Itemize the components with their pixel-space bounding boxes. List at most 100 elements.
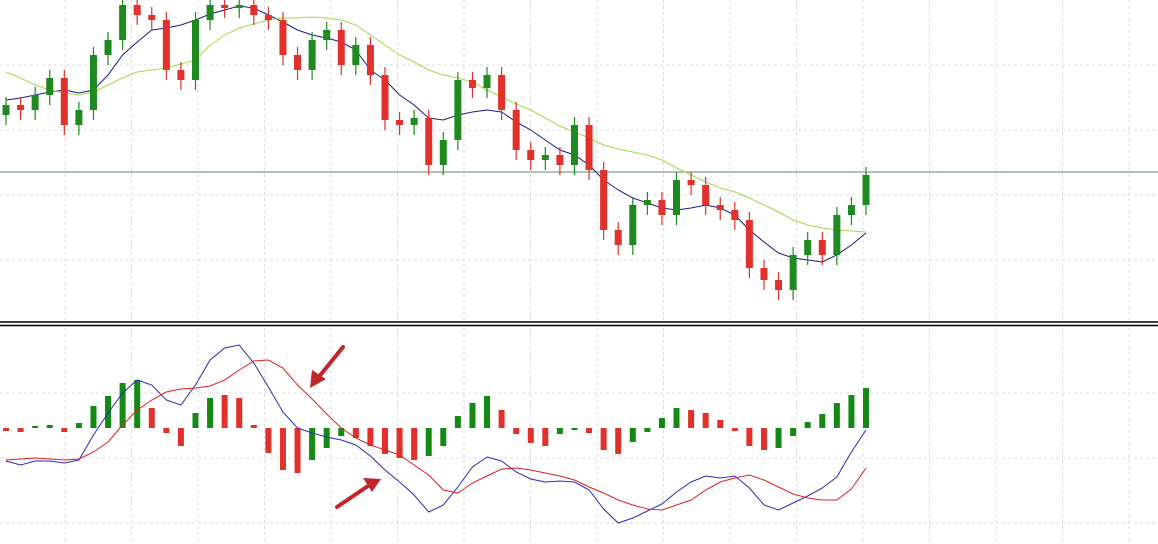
histogram-bar xyxy=(513,428,520,434)
histogram-bar xyxy=(207,398,214,428)
candle-body xyxy=(396,120,404,125)
candle-body xyxy=(716,205,724,210)
histogram-bar xyxy=(236,398,243,428)
candle-body xyxy=(600,170,608,230)
histogram-bar xyxy=(746,428,753,446)
indicator-line xyxy=(5,359,867,511)
candle-body xyxy=(673,180,681,215)
annotation-arrow xyxy=(310,345,345,388)
candle-body xyxy=(337,30,345,65)
histogram-bar xyxy=(586,428,593,433)
histogram-bar xyxy=(279,428,286,470)
histogram-bar xyxy=(75,423,82,428)
candle-body xyxy=(862,175,870,205)
histogram-bar xyxy=(717,420,724,428)
histogram-bar xyxy=(469,403,476,428)
candle-body xyxy=(410,118,418,125)
histogram-bar xyxy=(46,425,53,428)
histogram-bar xyxy=(556,428,563,434)
histogram-bar xyxy=(498,410,505,428)
candle-body xyxy=(687,180,695,185)
candle-body xyxy=(439,140,447,165)
candle-body xyxy=(483,75,491,88)
histogram-bar xyxy=(790,428,797,436)
candle-body xyxy=(75,110,83,125)
histogram-bar xyxy=(454,416,461,428)
histogram-bar xyxy=(863,388,869,428)
candle-body xyxy=(221,5,229,8)
candle-body xyxy=(104,40,112,55)
candle-body xyxy=(2,105,10,115)
histogram-bar xyxy=(775,428,782,448)
candle-body xyxy=(745,220,753,268)
histogram-bar xyxy=(804,422,811,428)
histogram-bar xyxy=(90,406,97,428)
candle-body xyxy=(264,15,272,20)
candle-body xyxy=(381,75,389,120)
histogram-bar xyxy=(32,426,39,428)
histogram-bar xyxy=(134,380,141,428)
candle-body xyxy=(643,200,651,205)
candle-body xyxy=(250,5,258,15)
histogram-bar xyxy=(425,428,432,456)
candle-body xyxy=(352,45,360,65)
histogram-bar xyxy=(833,403,840,428)
moving-average xyxy=(5,5,867,263)
candle-body xyxy=(629,205,637,245)
histogram-bar xyxy=(542,428,549,446)
candle-body xyxy=(804,240,812,255)
histogram-bar xyxy=(294,428,301,473)
histogram-bar xyxy=(848,395,855,428)
candle-body xyxy=(541,155,549,160)
candle-body xyxy=(279,20,287,55)
histogram-bar xyxy=(644,428,651,432)
histogram-bar xyxy=(250,425,257,428)
candle-body xyxy=(425,118,433,165)
histogram-bar xyxy=(105,396,112,428)
candle-body xyxy=(556,155,564,165)
candle-body xyxy=(731,210,739,220)
histogram-bar xyxy=(367,428,374,446)
histogram-bar xyxy=(411,428,418,460)
candle-body xyxy=(775,280,783,290)
histogram-bar xyxy=(527,428,534,443)
histogram-bar xyxy=(760,428,767,450)
candle-body xyxy=(60,78,68,125)
histogram-bar xyxy=(163,428,170,433)
candle-body xyxy=(512,110,520,150)
histogram-bar xyxy=(265,428,272,453)
histogram-bar xyxy=(702,413,709,428)
candle-body xyxy=(614,230,622,245)
histogram-bar xyxy=(440,428,447,446)
plot xyxy=(0,0,1158,524)
candle-body xyxy=(468,80,476,88)
histogram-bar xyxy=(192,413,199,428)
indicator-line xyxy=(5,344,867,524)
candle-body xyxy=(177,70,185,80)
candle-body xyxy=(235,5,243,8)
candle-body xyxy=(133,5,141,15)
histogram-bar xyxy=(3,428,9,431)
histogram-bar xyxy=(381,428,388,454)
histogram-bar xyxy=(688,410,695,428)
candle-body xyxy=(46,78,54,95)
candle-body xyxy=(206,5,214,20)
histogram-bar xyxy=(338,428,345,436)
candle-body xyxy=(658,200,666,215)
candle-body xyxy=(789,255,797,290)
candle-body xyxy=(702,185,710,205)
candle-body xyxy=(89,55,97,110)
histogram-bar xyxy=(309,428,316,460)
candle-body xyxy=(818,240,826,255)
histogram-bar xyxy=(148,408,155,428)
histogram-bar xyxy=(323,428,330,448)
candle-body xyxy=(498,75,506,110)
histogram-bar xyxy=(658,418,665,428)
histogram-bar xyxy=(61,428,68,432)
histogram-bar xyxy=(731,428,738,431)
candle-body xyxy=(148,15,156,20)
annotation-arrow xyxy=(335,478,381,509)
histogram-bar xyxy=(615,428,622,454)
